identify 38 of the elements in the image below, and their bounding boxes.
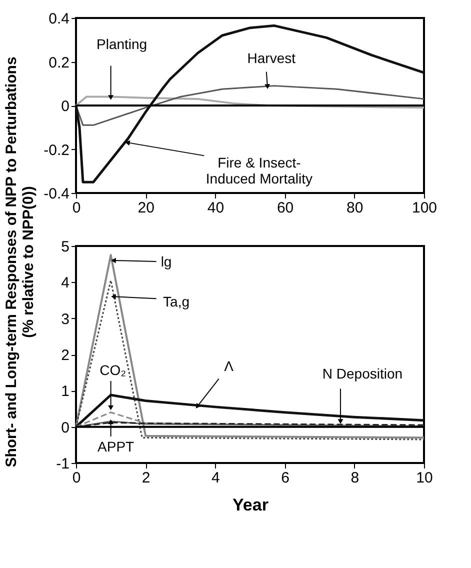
annotation: CO₂ [100, 362, 126, 378]
line-series [74, 394, 426, 428]
x-tick-label: 8 [350, 470, 360, 486]
y-axis-title: Short- and Long-term Responses of NPP to Perturbations (% relative to NPP(0)) [3, 56, 38, 468]
annotation: Ta,g [163, 294, 190, 310]
x-tick-label: 4 [212, 470, 220, 486]
x-tick-label: 60 [276, 200, 294, 216]
line-series [75, 85, 425, 126]
y-tick-label: 1 [61, 383, 70, 400]
annotation: Harvest [247, 50, 296, 66]
y-tick-label: -1 [56, 456, 70, 472]
y-tick-label: 3 [61, 310, 70, 328]
annotation: APPT [98, 438, 135, 454]
x-tick-label: 10 [416, 470, 433, 486]
y-tick-label: 4 [61, 274, 70, 292]
y-tick-label: 0.4 [48, 10, 70, 28]
x-tick-label: 6 [281, 470, 290, 486]
x-tick-label: 2 [142, 470, 150, 486]
x-tick-label: 80 [346, 200, 364, 216]
y-tick-label: 2 [61, 347, 70, 364]
y-tick-label: 0.2 [48, 54, 70, 72]
y-tick-label: -0.2 [44, 142, 70, 159]
y-tick-label: 0 [61, 419, 70, 436]
x-axis-title: Year [232, 496, 269, 514]
x-tick-label: 0 [72, 470, 81, 486]
annotation: N Deposition [322, 366, 403, 382]
annotation: lg [160, 253, 172, 270]
annotation: Fire & Insect- Induced Mortality [206, 154, 313, 187]
y-tick-label: 5 [61, 238, 70, 256]
x-tick-label: 0 [72, 200, 81, 216]
y-tick-label: 0 [61, 98, 70, 115]
x-tick-label: 100 [412, 200, 438, 216]
x-tick-label: 40 [207, 200, 224, 216]
x-tick-label: 20 [138, 200, 154, 216]
annotation: Λ [224, 358, 234, 374]
y-tick-label: -0.4 [44, 186, 70, 202]
annotation: Planting [96, 36, 148, 52]
line-series [75, 95, 425, 109]
